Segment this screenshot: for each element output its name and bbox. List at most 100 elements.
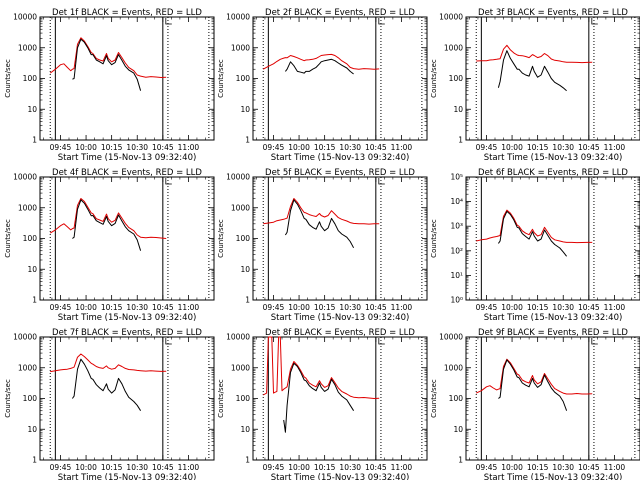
y-axis-label: Counts/sec (217, 59, 225, 98)
chart-title: Det 3f BLACK = Events, RED = LLD (478, 8, 628, 18)
plot-frame (39, 16, 215, 141)
chart-title: Det 8f BLACK = Events, RED = LLD (265, 328, 415, 338)
chart-panel-2: Det 2f BLACK = Events, RED = LLD 1 10 100 10… (217, 8, 428, 163)
x-tick-label: 10:15 (314, 463, 336, 472)
plot-frame (39, 336, 215, 461)
series-line-events (497, 210, 567, 257)
series-line-lld (475, 358, 593, 395)
x-tick-label: 09:45 (263, 463, 285, 472)
x-tick-label: 10:30 (339, 463, 361, 472)
y-axis-label: Counts/sec (430, 219, 438, 258)
x-tick-label: 09:45 (476, 303, 498, 312)
y-tick-label: 100 (449, 394, 464, 403)
series-line-lld (49, 37, 167, 78)
series-line-events (497, 50, 567, 92)
x-tick-label: 10:00 (501, 463, 523, 472)
x-tick-label: 10:45 (365, 303, 387, 312)
series-line-events (284, 199, 355, 249)
y-tick-label: 10000 (226, 333, 250, 342)
x-axis-label: Start Time (15-Nov-13 09:32:40) (271, 313, 410, 323)
y-axis-label: Counts/sec (4, 219, 12, 258)
x-tick-label: 09:45 (476, 143, 498, 152)
series-line-lld (476, 209, 593, 244)
plot-frame (39, 176, 215, 301)
y-tick-label: 10⁴ (450, 197, 463, 206)
x-tick-label: 10:30 (552, 303, 574, 312)
x-tick-label: 10:15 (314, 143, 336, 152)
chart-panel-9: Det 9f BLACK = Events, RED = LLD 1 10 100 10… (430, 328, 640, 480)
corner-marker (165, 18, 172, 25)
x-tick-label: 11:00 (604, 463, 626, 472)
corner-marker (591, 178, 598, 185)
x-tick-label: 11:00 (178, 143, 200, 152)
y-tick-label: 100 (23, 394, 38, 403)
x-tick-label: 10:00 (75, 463, 97, 472)
y-tick-label: 10000 (439, 333, 463, 342)
y-tick-label: 1000 (18, 203, 37, 212)
series-line-lld (262, 336, 380, 399)
chart-title: Det 5f BLACK = Events, RED = LLD (265, 168, 415, 178)
y-axis-label: Counts/sec (430, 379, 438, 418)
chart-panel-1: Det 1f BLACK = Events, RED = LLD 1 10 100 10… (4, 8, 215, 163)
y-axis-label: Counts/sec (430, 59, 438, 98)
x-tick-label: 11:00 (391, 143, 413, 152)
x-axis-label: Start Time (15-Nov-13 09:32:40) (484, 153, 623, 163)
x-tick-label: 10:15 (101, 463, 123, 472)
plot-frame (465, 176, 640, 301)
x-tick-label: 10:45 (578, 303, 600, 312)
y-axis-label: Counts/sec (217, 219, 225, 258)
y-tick-label: 100 (236, 394, 251, 403)
y-tick-label: 10⁰ (450, 296, 463, 305)
x-tick-label: 11:00 (391, 463, 413, 472)
x-tick-label: 09:45 (263, 303, 285, 312)
y-tick-label: 10000 (226, 173, 250, 182)
x-tick-label: 10:45 (365, 143, 387, 152)
series-line-events (72, 199, 142, 251)
x-tick-label: 10:30 (126, 303, 148, 312)
x-axis-label: Start Time (15-Nov-13 09:32:40) (271, 473, 410, 480)
y-tick-label: 1 (32, 456, 37, 465)
y-tick-label: 1000 (18, 363, 37, 372)
series-line-lld (262, 53, 380, 70)
y-tick-label: 100 (236, 234, 251, 243)
corner-marker (378, 18, 385, 25)
plot-frame (252, 336, 428, 461)
y-tick-label: 1 (245, 136, 250, 145)
x-tick-label: 11:00 (178, 303, 200, 312)
x-tick-label: 10:00 (288, 143, 310, 152)
corner-marker (378, 338, 385, 345)
x-tick-label: 11:00 (178, 463, 200, 472)
x-tick-label: 10:00 (288, 463, 310, 472)
x-tick-label: 10:00 (501, 143, 523, 152)
series-line-lld (50, 353, 167, 373)
x-axis-label: Start Time (15-Nov-13 09:32:40) (271, 153, 410, 163)
y-tick-label: 1 (245, 456, 250, 465)
x-tick-label: 09:45 (476, 463, 498, 472)
series-line-events (283, 362, 355, 433)
plot-frame (465, 336, 640, 461)
series-line-lld (263, 198, 380, 225)
x-tick-label: 10:30 (552, 463, 574, 472)
x-axis-label: Start Time (15-Nov-13 09:32:40) (484, 473, 623, 480)
y-tick-label: 10000 (13, 333, 37, 342)
x-tick-label: 10:15 (314, 303, 336, 312)
y-tick-label: 1 (458, 456, 463, 465)
corner-marker (378, 178, 385, 185)
y-tick-label: 1000 (18, 43, 37, 52)
x-tick-label: 10:45 (152, 143, 174, 152)
y-tick-label: 1 (32, 136, 37, 145)
y-tick-label: 10³ (450, 222, 463, 231)
chart-panel-8: Det 8f BLACK = Events, RED = LLD 1 10 100 10… (217, 328, 428, 480)
y-tick-label: 100 (23, 74, 38, 83)
y-axis-label: Counts/sec (4, 379, 12, 418)
x-tick-label: 10:30 (339, 303, 361, 312)
chart-title: Det 1f BLACK = Events, RED = LLD (52, 8, 202, 18)
series-line-events (71, 358, 142, 411)
y-tick-label: 10 (453, 425, 463, 434)
y-tick-label: 10000 (13, 173, 37, 182)
corner-marker (591, 18, 598, 25)
chart-panel-4: Det 4f BLACK = Events, RED = LLD 1 10 100 10… (4, 168, 215, 323)
x-tick-label: 10:15 (527, 143, 549, 152)
y-tick-label: 100 (23, 234, 38, 243)
